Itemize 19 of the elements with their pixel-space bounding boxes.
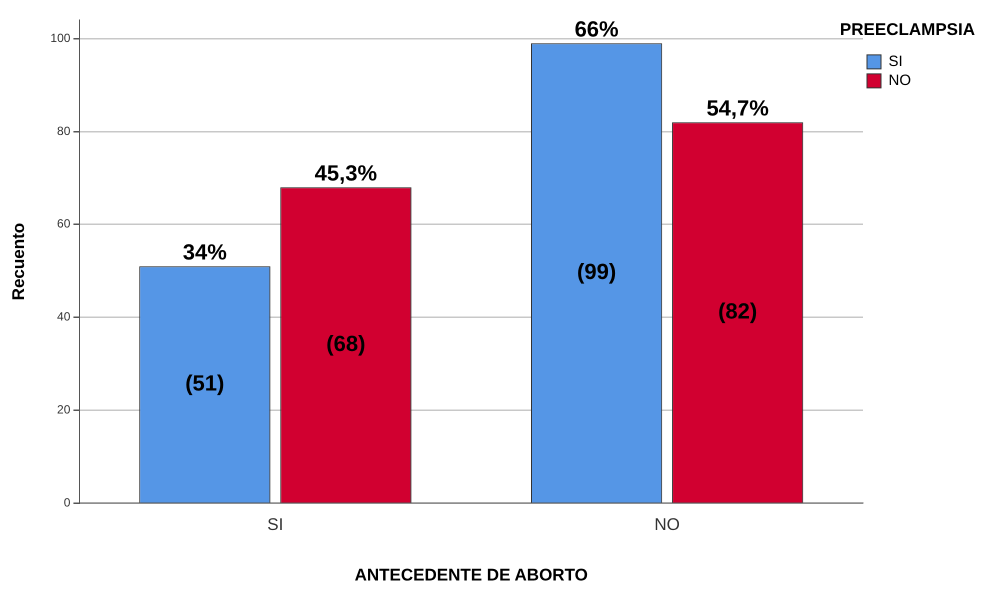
legend-title: PREECLAMPSIA <box>840 20 975 40</box>
data-label: (68) <box>326 330 366 356</box>
annotation: 45,3% <box>314 160 378 186</box>
y-tick-label: 100 <box>50 30 71 45</box>
x-axis-title: ANTECEDENTE DE ABORTO <box>354 565 588 584</box>
annotation: 66% <box>574 16 619 42</box>
legend-label: SI <box>888 53 903 70</box>
y-axis-title: Recuento <box>8 222 28 300</box>
data-label: (99) <box>577 258 616 284</box>
annotation: 34% <box>182 239 227 264</box>
legend-label: NO <box>888 72 911 90</box>
y-tick-label: 80 <box>57 124 71 138</box>
y-tick-label: 20 <box>57 402 71 417</box>
annotation: 54,7% <box>706 95 769 120</box>
data-label: (82) <box>718 298 758 324</box>
y-tick-label: 0 <box>64 496 71 510</box>
data-label: (51) <box>185 370 224 396</box>
y-tick-label: 60 <box>57 216 71 231</box>
y-tick-label: 40 <box>57 310 71 324</box>
